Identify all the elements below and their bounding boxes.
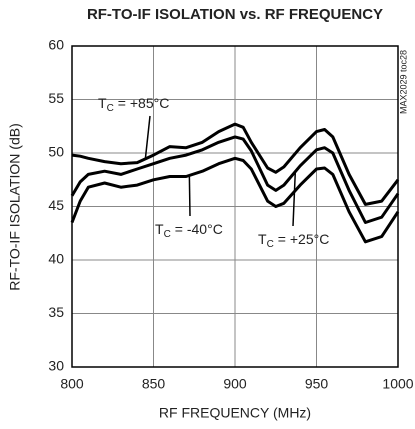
annotation-leader (188, 175, 191, 217)
annotation: TC = +25°C (258, 231, 329, 250)
annotation-symbol: T (155, 221, 164, 237)
x-tick-label: 950 (305, 376, 329, 392)
annotation-subscript: C (107, 103, 114, 114)
plot-frame (71, 45, 399, 368)
y-tick-label: 40 (48, 251, 64, 267)
y-tick-label: 35 (48, 304, 64, 320)
x-tick-label: 1000 (382, 376, 413, 392)
x-tick-label: 850 (142, 376, 166, 392)
annotation-leader (292, 171, 297, 227)
watermark: MAX2029 toc28 (398, 50, 408, 114)
x-axis-label: RF FREQUENCY (MHz) (159, 405, 311, 421)
y-tick-label: 60 (48, 37, 64, 53)
y-tick-label: 55 (48, 90, 64, 106)
x-tick-label: 800 (60, 376, 84, 392)
annotation-text: = +25°C (278, 231, 330, 247)
annotation-leader (144, 115, 151, 159)
annotation-text: = +85°C (118, 95, 170, 111)
y-tick-label: 50 (48, 144, 64, 160)
annotation-subscript: C (267, 239, 274, 250)
line-series (70, 156, 400, 244)
annotation-symbol: T (98, 95, 107, 111)
annotation-subscript: C (164, 229, 171, 240)
y-axis-label: RF-TO-IF ISOLATION (dB) (7, 123, 23, 291)
annotation-text: = -40°C (175, 221, 223, 237)
chart-title: RF-TO-IF ISOLATION vs. RF FREQUENCY (87, 6, 383, 23)
y-tick-label: 30 (48, 358, 64, 374)
x-tick-label: 900 (223, 376, 247, 392)
line-series (71, 122, 400, 206)
y-tick-label: 45 (48, 197, 64, 213)
line-series (70, 135, 400, 224)
annotation: TC = -40°C (155, 221, 223, 240)
annotation: TC = +85°C (98, 95, 169, 114)
annotation-symbol: T (258, 231, 267, 247)
